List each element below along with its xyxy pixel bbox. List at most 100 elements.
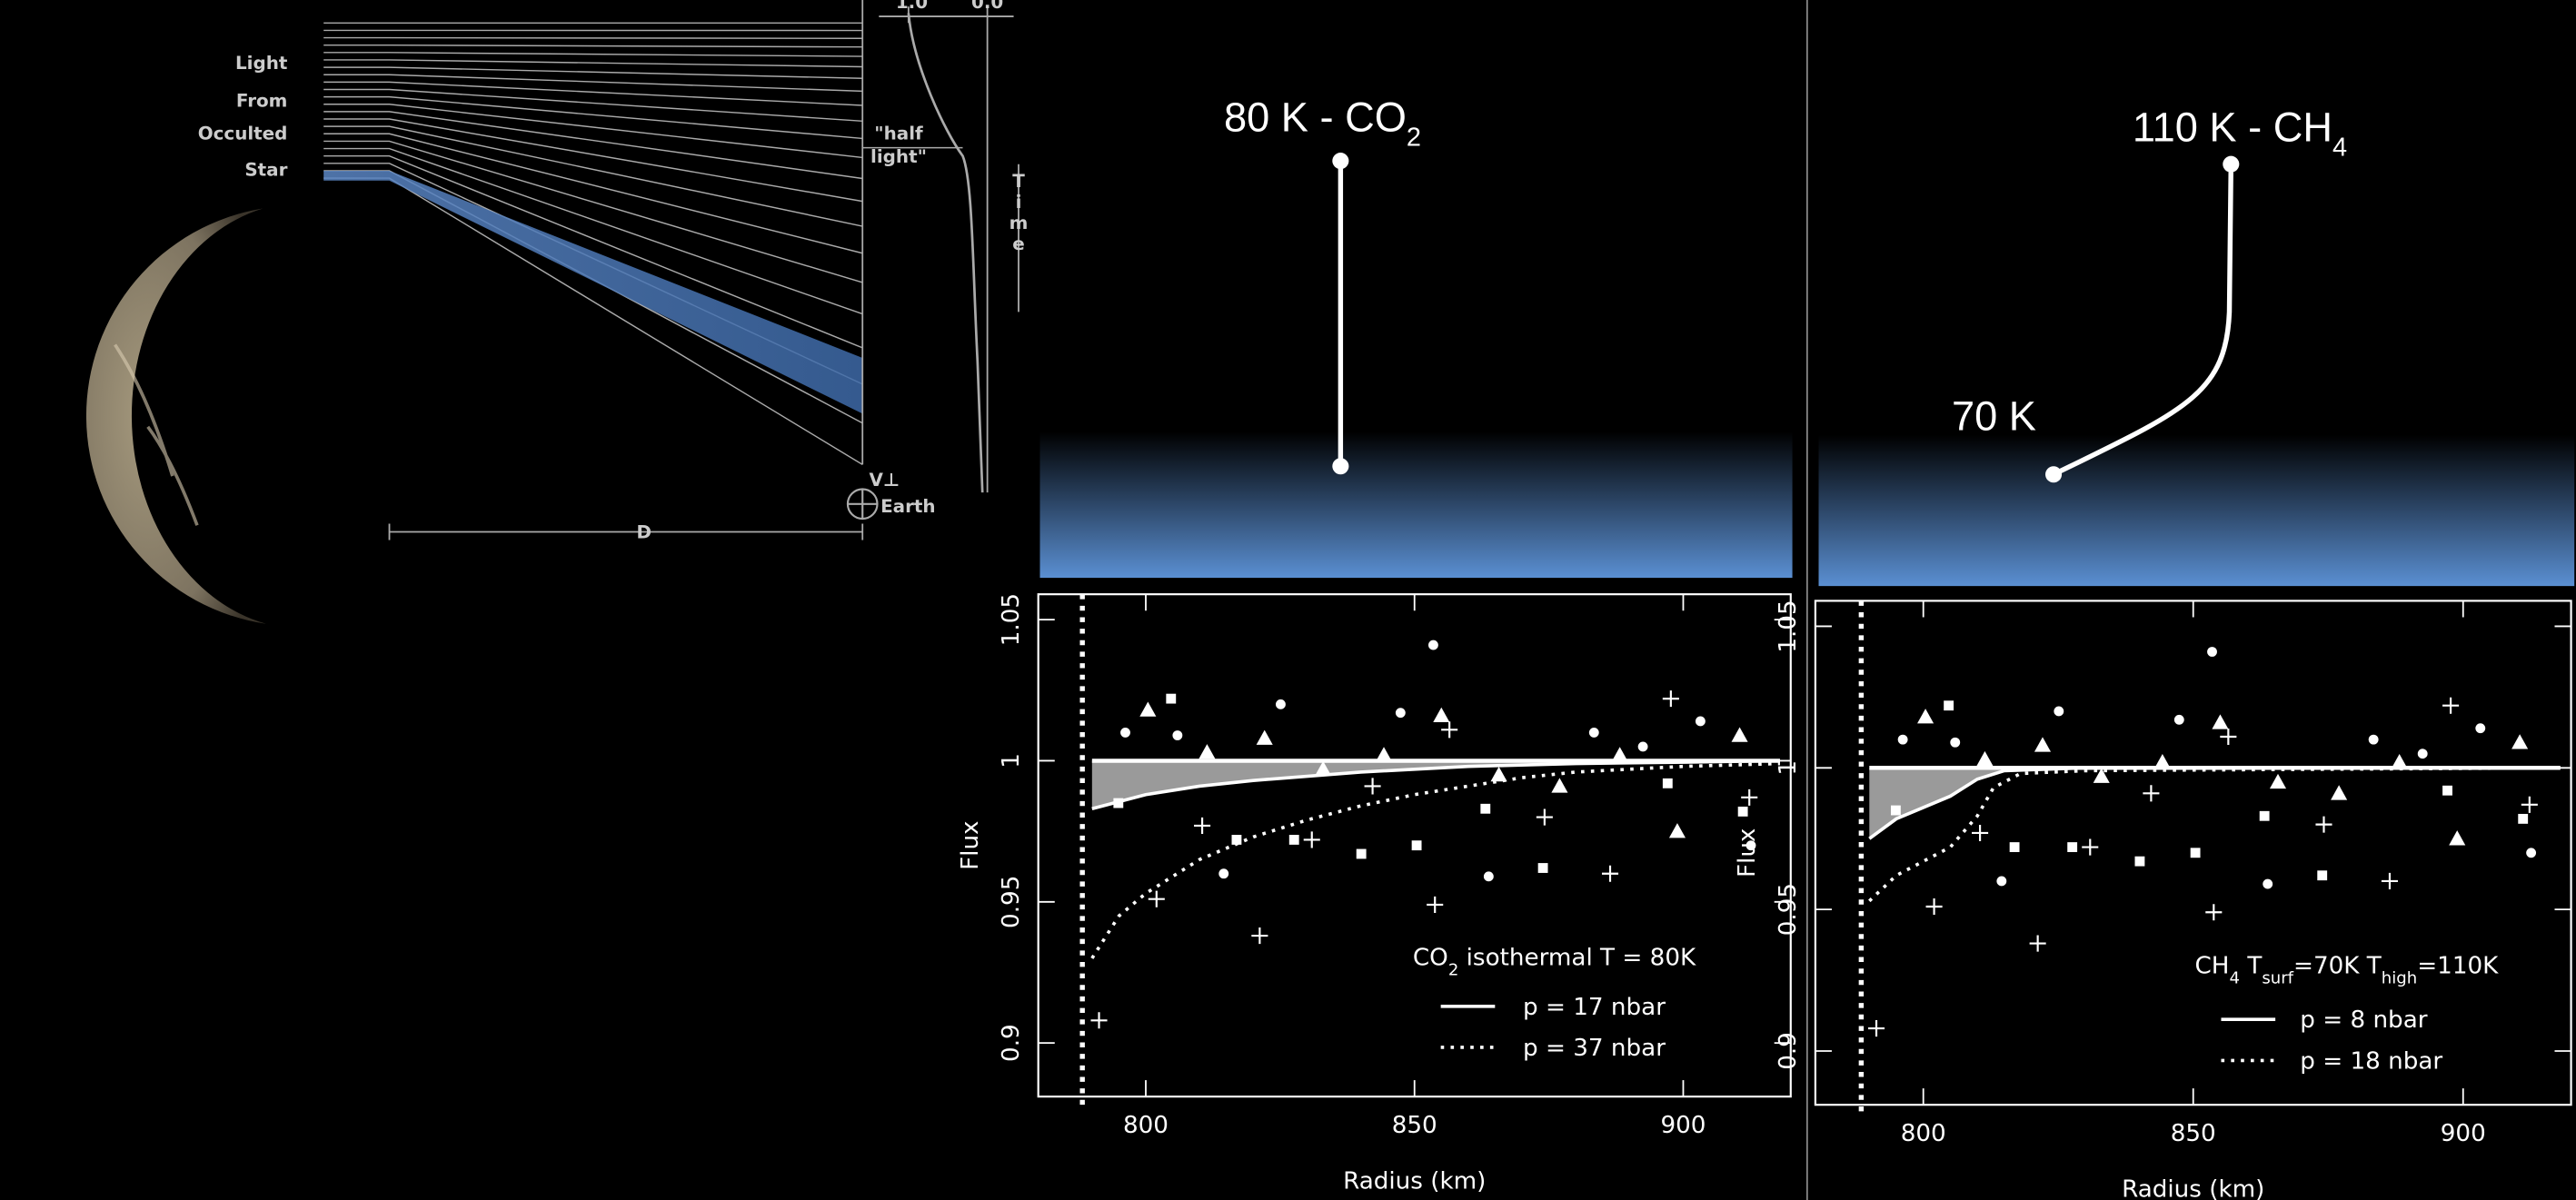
data-point xyxy=(1637,741,1648,752)
data-point xyxy=(1356,848,1367,859)
data-point xyxy=(2054,706,2064,717)
x-tick-label: 850 xyxy=(1392,1112,1437,1139)
ray xyxy=(323,133,863,254)
y-axis-label: Flux xyxy=(957,820,984,869)
data-point xyxy=(1113,798,1124,808)
data-point xyxy=(2449,830,2466,846)
data-point xyxy=(1303,831,1320,848)
data-point xyxy=(1737,806,1748,817)
ray xyxy=(323,111,863,180)
flux-deficit-area xyxy=(1091,760,1780,809)
data-point xyxy=(2029,935,2046,952)
atmosphere-label-part: 4 xyxy=(2332,133,2347,162)
data-point xyxy=(1231,835,1242,845)
data-point xyxy=(2442,697,2460,714)
legend-title: CH4 Tsurf=70K Thigh=110K xyxy=(2195,953,2500,987)
legend-title-part: =110K xyxy=(2417,953,2499,980)
y-tick-label: 0.9 xyxy=(998,1024,1025,1062)
time-label: Time xyxy=(1008,171,1029,254)
data-point xyxy=(1441,721,1458,739)
data-point xyxy=(2442,785,2452,796)
y-tick-label: 1.05 xyxy=(998,593,1025,646)
data-point xyxy=(2173,714,2184,725)
data-point xyxy=(1411,840,1422,851)
data-point xyxy=(2317,870,2328,881)
data-point xyxy=(1315,760,1332,777)
model-line xyxy=(1868,766,2561,840)
diagram-label: From xyxy=(236,90,287,111)
data-point xyxy=(2034,737,2052,752)
atmosphere-label: 80 K - CO2 xyxy=(1224,94,1421,153)
x-axis-label: Radius (km) xyxy=(2122,1175,2264,1200)
half-light-label: "half xyxy=(874,124,923,144)
atmosphere-label-part: 80 K - CO xyxy=(1224,94,1407,141)
data-point xyxy=(1480,803,1491,814)
diagram-label: Light xyxy=(235,53,288,74)
data-point xyxy=(2067,842,2078,852)
y-tick-label: 0.95 xyxy=(1775,883,1802,936)
velocity-label: V⊥ xyxy=(869,470,900,491)
data-point xyxy=(1276,699,1286,709)
data-point xyxy=(2134,856,2145,867)
ray xyxy=(323,88,863,123)
moon-feature xyxy=(114,343,199,526)
data-point xyxy=(2212,714,2229,729)
data-point xyxy=(2205,904,2223,921)
legend-title-part: 2 xyxy=(1448,960,1459,979)
data-point xyxy=(2368,734,2379,745)
model-line xyxy=(1868,766,2561,903)
data-point xyxy=(1668,823,1686,838)
data-point xyxy=(1972,824,1989,842)
legend-title-part: CH xyxy=(2195,953,2230,980)
data-point xyxy=(1944,700,1954,711)
data-point xyxy=(1288,835,1299,845)
atmosphere-label-part: 110 K - CH xyxy=(2133,104,2332,150)
ray xyxy=(323,66,863,79)
data-point xyxy=(2093,768,2110,783)
data-point xyxy=(2259,810,2270,821)
data-point xyxy=(1139,701,1157,717)
data-point xyxy=(2315,816,2332,833)
y-axis-label: Flux xyxy=(1734,828,1761,878)
data-point xyxy=(1611,747,1628,762)
data-point xyxy=(1218,868,1229,879)
curve-axis xyxy=(879,6,1019,493)
ray xyxy=(323,59,863,68)
data-point xyxy=(1375,747,1393,762)
data-point xyxy=(2269,773,2287,789)
data-point xyxy=(1537,863,1548,873)
data-point xyxy=(2009,842,2020,852)
ray xyxy=(323,44,863,48)
data-point xyxy=(1662,690,1679,708)
data-point xyxy=(1427,640,1438,650)
data-point xyxy=(1395,708,1406,719)
ray xyxy=(323,36,863,39)
curve-tick-label: 0.0 xyxy=(971,0,1003,13)
data-point xyxy=(1433,707,1450,722)
data-point xyxy=(1662,778,1673,788)
data-point xyxy=(1746,840,1756,851)
data-point xyxy=(1194,817,1211,834)
data-point xyxy=(1251,927,1268,945)
y-tick-label: 1.05 xyxy=(1775,600,1802,652)
ray xyxy=(323,104,863,159)
distance-arrow xyxy=(388,523,864,540)
data-point xyxy=(2190,848,2201,858)
data-point xyxy=(1490,766,1507,782)
data-point xyxy=(1976,750,1994,767)
data-point xyxy=(2518,813,2529,824)
data-point xyxy=(2143,785,2160,802)
atmosphere-label: 110 K - CH4 xyxy=(2133,104,2347,162)
data-point xyxy=(2526,848,2537,858)
data-point xyxy=(1890,805,1901,816)
legend-title-part: T xyxy=(2240,953,2263,980)
data-point xyxy=(1120,727,1130,738)
model-line xyxy=(1091,759,1780,811)
x-tick-label: 900 xyxy=(2441,1120,2486,1147)
data-point xyxy=(1925,898,1943,916)
legend-label: p = 18 nbar xyxy=(2300,1047,2442,1075)
data-point xyxy=(1483,871,1494,882)
data-point xyxy=(2082,838,2099,856)
